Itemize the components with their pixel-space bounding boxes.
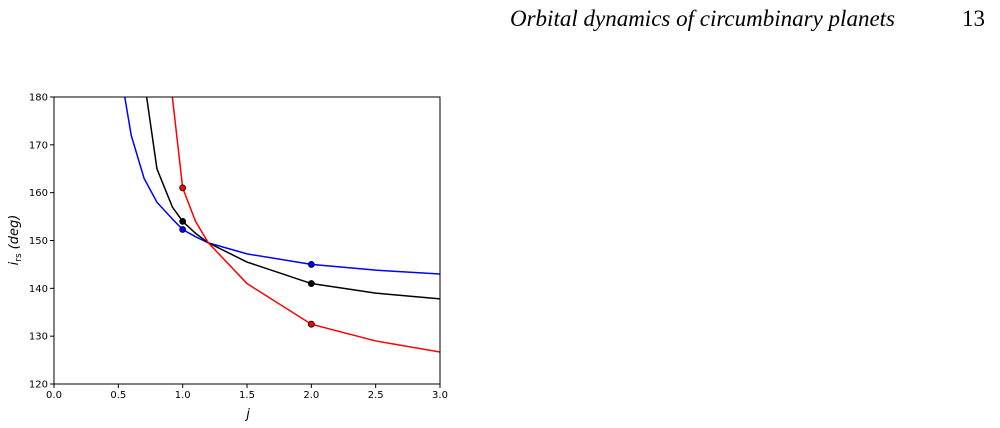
y-label-subscript: rs — [14, 253, 24, 262]
running-title: Orbital dynamics of circumbinary planets — [510, 6, 895, 31]
curve — [124, 97, 440, 275]
x-tick-label: 2.5 — [368, 390, 384, 401]
y-tick-label: 160 — [29, 188, 48, 199]
x-tick-label: 0.0 — [46, 390, 62, 401]
y-tick-label: 170 — [29, 140, 48, 151]
point — [307, 320, 315, 328]
point — [179, 226, 187, 233]
x-tick-label: 1.0 — [175, 390, 191, 401]
y-label-unit: (deg) — [7, 215, 22, 250]
point — [307, 261, 315, 268]
point — [179, 217, 187, 225]
curve — [171, 97, 440, 353]
x-tick-label: 0.5 — [110, 390, 126, 401]
y-tick-label: 120 — [29, 380, 48, 391]
plot-frame — [53, 96, 441, 385]
point — [179, 184, 187, 192]
point — [307, 280, 315, 287]
x-tick-label: 3.0 — [432, 390, 448, 401]
y-axis-label: irs (deg) — [7, 215, 24, 266]
y-label-symbol: i — [7, 261, 22, 265]
page-number: 13 — [962, 6, 985, 31]
x-axis-label: j — [244, 407, 250, 422]
header: Orbital dynamics of circumbinary planets… — [0, 0, 1000, 50]
y-tick-label: 140 — [29, 284, 48, 295]
x-tick-label: 2.0 — [303, 390, 319, 401]
y-tick-label: 130 — [29, 332, 48, 343]
y-tick-label: 180 — [29, 93, 48, 104]
curve — [145, 97, 440, 300]
y-tick-label: 150 — [29, 236, 48, 247]
x-tick-label: 1.5 — [239, 390, 255, 401]
